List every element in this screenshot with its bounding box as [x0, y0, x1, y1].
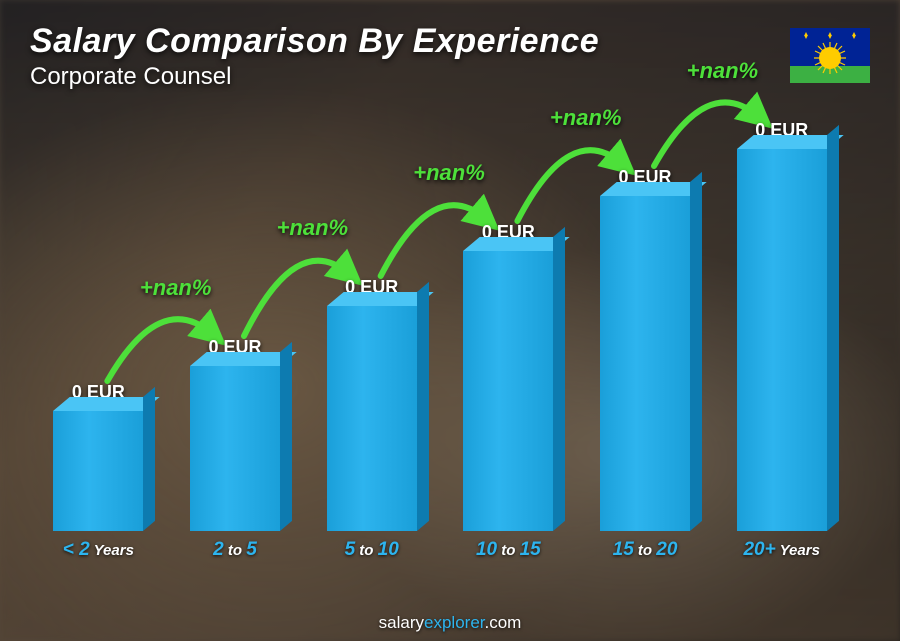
x-axis-labels: < 2 Years2 to 55 to 1010 to 1515 to 2020… [30, 539, 850, 561]
bar [463, 251, 553, 531]
x-axis-label: 10 to 15 [440, 539, 577, 561]
footer-text-domain: .com [485, 613, 522, 632]
bar [53, 411, 143, 531]
bar [327, 306, 417, 531]
growth-arrow-label: +nan% [413, 160, 485, 186]
footer-text-suffix: explorer [424, 613, 484, 632]
x-axis-label: 20+ Years [713, 539, 850, 561]
growth-arrow-label: +nan% [277, 215, 349, 241]
footer-text-prefix: salary [379, 613, 424, 632]
header: Salary Comparison By Experience Corporat… [30, 22, 599, 91]
x-axis-label: 15 to 20 [577, 539, 714, 561]
bar-slot: 0 EUR [713, 120, 850, 531]
bar [737, 149, 827, 531]
bar [600, 196, 690, 531]
bar-chart: 0 EUR0 EUR0 EUR0 EUR0 EUR0 EUR < 2 Years… [30, 120, 850, 561]
footer-attribution: salaryexplorer.com [0, 613, 900, 633]
growth-arrow-label: +nan% [140, 275, 212, 301]
bar-slot: 0 EUR [577, 120, 714, 531]
chart-subtitle: Corporate Counsel [30, 63, 599, 91]
x-axis-label: 2 to 5 [167, 539, 304, 561]
x-axis-label: < 2 Years [30, 539, 167, 561]
bar-slot: 0 EUR [30, 120, 167, 531]
region-flag-icon [790, 28, 870, 83]
growth-arrow-label: +nan% [687, 58, 759, 84]
growth-arrow-label: +nan% [550, 105, 622, 131]
bar [190, 366, 280, 531]
bar-slot: 0 EUR [167, 120, 304, 531]
chart-title: Salary Comparison By Experience [30, 22, 599, 61]
x-axis-label: 5 to 10 [303, 539, 440, 561]
